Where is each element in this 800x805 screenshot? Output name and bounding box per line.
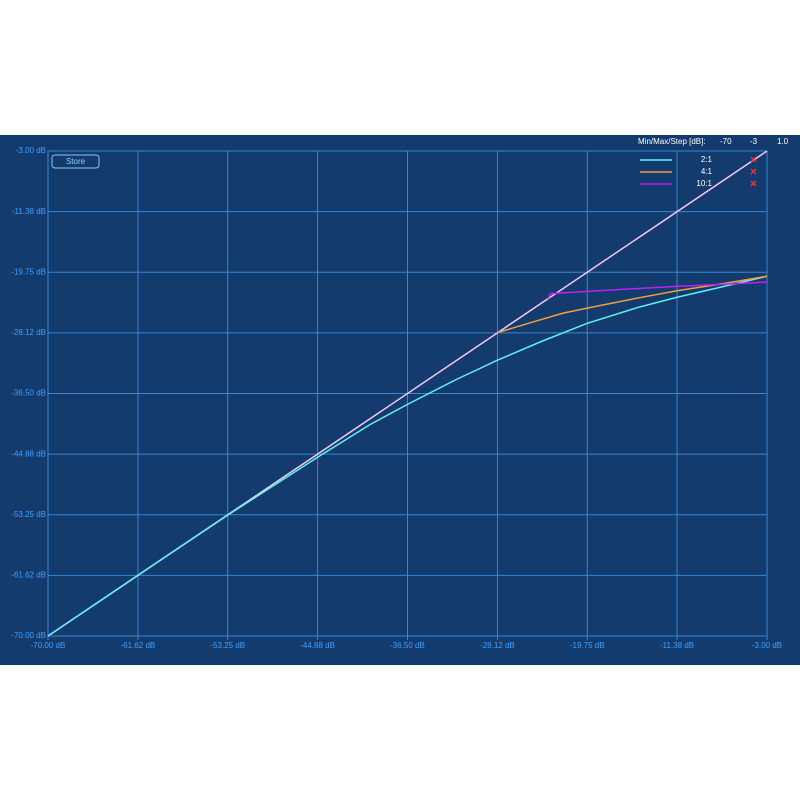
store-label[interactable]: Store xyxy=(66,157,86,166)
x-tick-label: -28.12 dB xyxy=(480,641,515,650)
range-label: Min/Max/Step [dB]: xyxy=(638,137,706,146)
y-tick-label: -11.38 dB xyxy=(12,207,46,216)
remove-icon[interactable] xyxy=(750,180,757,187)
y-tick-label: -28.12 dB xyxy=(11,328,46,337)
curve xyxy=(47,275,768,637)
y-tick-label: -3.00 dB xyxy=(16,146,46,155)
x-tick-label: -53.25 dB xyxy=(210,641,245,650)
remove-icon[interactable] xyxy=(750,168,757,175)
x-tick-label: -44.88 dB xyxy=(300,641,335,650)
x-tick-label: -11.38 dB xyxy=(660,641,694,650)
x-tick-label: -3.00 dB xyxy=(752,641,782,650)
y-tick-label: -36.50 dB xyxy=(11,389,46,398)
x-tick-label: -70.00 dB xyxy=(31,641,66,650)
range-step[interactable]: 1.0 xyxy=(777,137,789,146)
y-tick-label: -19.75 dB xyxy=(11,267,46,276)
x-tick-label: -36.50 dB xyxy=(390,641,425,650)
plot: -70.00 dB -61.62 dB -53.25 dB -44.88 dB -36.… xyxy=(11,146,782,650)
y-tick-label: -53.25 dB xyxy=(11,510,46,519)
y-tick-label: -70.00 dB xyxy=(11,631,46,640)
legend-label: 2:1 xyxy=(701,155,713,164)
range-min[interactable]: -70 xyxy=(720,137,732,146)
y-tick-label: -44.88 dB xyxy=(11,449,46,458)
legend-label: 4:1 xyxy=(701,167,713,176)
store-button[interactable] xyxy=(51,154,100,169)
remove-icon[interactable] xyxy=(750,156,757,163)
y-tick-label: -61.62 dB xyxy=(11,570,46,579)
x-tick-label: -61.62 dB xyxy=(121,641,156,650)
panel xyxy=(0,135,800,665)
range-max[interactable]: -3 xyxy=(750,137,758,146)
legend-label: 10:1 xyxy=(696,179,712,188)
x-tick-label: -19.75 dB xyxy=(570,641,605,650)
curve xyxy=(547,281,768,299)
